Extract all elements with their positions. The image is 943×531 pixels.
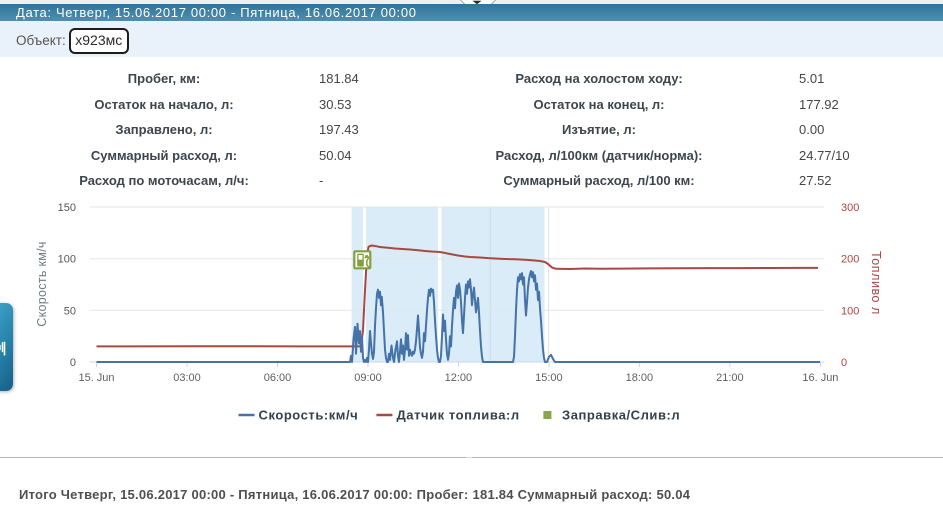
svg-text:15. Jun: 15. Jun [78, 372, 114, 384]
svg-text:100: 100 [58, 254, 76, 266]
svg-text:Заправка/Слив:л: Заправка/Слив:л [562, 408, 680, 423]
svg-text:03:00: 03:00 [173, 372, 201, 384]
svg-text:150: 150 [58, 202, 76, 214]
svg-text:200: 200 [841, 254, 859, 266]
svg-text:16. Jun: 16. Jun [802, 372, 838, 384]
svg-text:15:00: 15:00 [535, 372, 563, 384]
svg-text:21:00: 21:00 [716, 372, 744, 384]
svg-text:0: 0 [70, 357, 76, 369]
svg-text:09:00: 09:00 [354, 372, 382, 384]
svg-text:Скорость км/ч: Скорость км/ч [35, 241, 49, 326]
svg-text:Топливо л: Топливо л [869, 251, 883, 315]
svg-text:0: 0 [841, 357, 847, 369]
svg-text:50: 50 [64, 305, 76, 317]
svg-text:12:00: 12:00 [445, 372, 473, 384]
svg-text:Датчик топлива:л: Датчик топлива:л [397, 408, 520, 423]
svg-text:18:00: 18:00 [626, 372, 654, 384]
svg-text:Скорость:км/ч: Скорость:км/ч [259, 408, 359, 423]
svg-text:300: 300 [841, 202, 859, 214]
svg-text:100: 100 [841, 305, 859, 317]
svg-text:06:00: 06:00 [264, 372, 292, 384]
